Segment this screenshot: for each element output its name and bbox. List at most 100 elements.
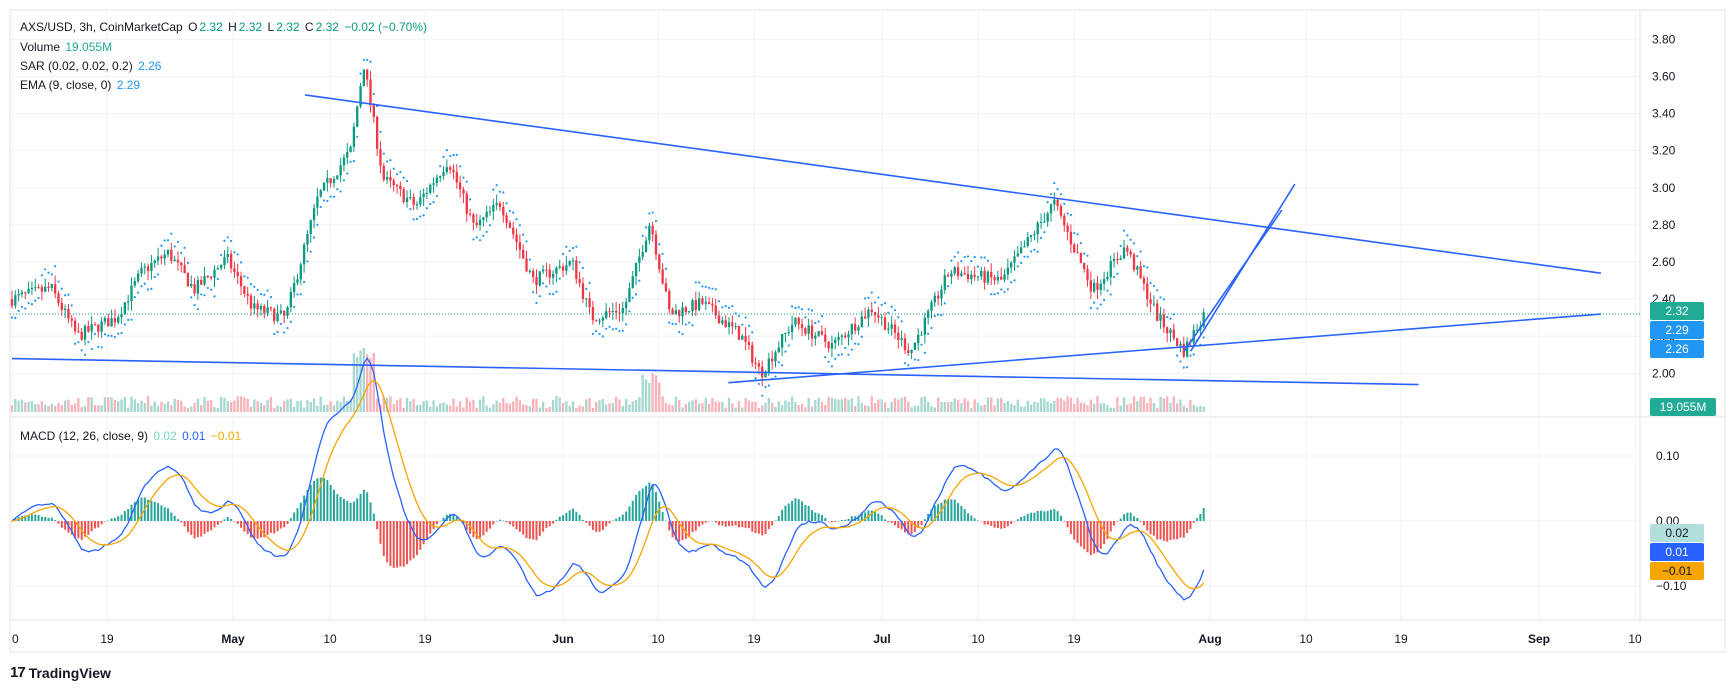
volume-bar (883, 402, 887, 412)
candle-body (1019, 247, 1023, 254)
volume-bar (1066, 396, 1069, 412)
volume-bar (940, 402, 943, 412)
macd-hist-bar (751, 521, 754, 532)
candle-body (117, 317, 120, 323)
macd-hist-bar (425, 521, 428, 540)
candle-body (1102, 279, 1106, 284)
candle-body (824, 334, 827, 342)
volume-bar (60, 405, 63, 412)
volume-bar (73, 403, 77, 412)
sar-dot (990, 293, 993, 296)
macd-hist-bar (691, 521, 694, 533)
volume-bar (688, 401, 691, 412)
change-value: −0.02 (−0.70%) (344, 20, 427, 34)
volume-bar (903, 396, 907, 412)
volume-bar (1152, 403, 1156, 412)
macd-hist-bar (326, 479, 329, 521)
tradingview-brand[interactable]: 17 TradingView (10, 664, 111, 681)
macd-hist-bar (1172, 521, 1175, 540)
volume-bar (399, 398, 402, 412)
candle-body (747, 341, 751, 345)
macd-hist-bar (518, 521, 521, 532)
candle-body (190, 284, 193, 287)
candle-body (1139, 266, 1142, 279)
chart-frame (9, 9, 1726, 653)
symbol-title[interactable]: AXS/USD, 3h, CoinMarketCap (20, 20, 183, 34)
candle-body (213, 269, 216, 278)
macd-legend[interactable]: MACD (12, 26, close, 9) 0.02 0.01 −0.01 (20, 428, 243, 444)
macd-hist-bar (591, 521, 594, 531)
volume-bar (263, 405, 266, 412)
volume-bar (422, 401, 425, 412)
open-value: 2.32 (199, 20, 223, 34)
candle-body (93, 324, 97, 326)
macd-hist-bar (1113, 521, 1116, 526)
candle-body (498, 203, 502, 208)
candle-body (837, 336, 840, 340)
macd-hist-bar (654, 491, 657, 521)
macd-hist-bar (1116, 521, 1119, 522)
volume-bar (173, 398, 176, 412)
candle-body (97, 324, 100, 332)
candle-body (342, 157, 346, 166)
volume-bar (654, 375, 658, 412)
macd-hist-bar (947, 499, 950, 521)
volume-bar (80, 407, 83, 412)
sar-dot (130, 318, 133, 321)
macd-hist-bar (1156, 521, 1159, 540)
candle-body (166, 249, 170, 255)
volume-bar (624, 399, 628, 412)
sar-dot (299, 293, 302, 296)
candle-body (243, 286, 246, 294)
volume-bar (827, 396, 830, 412)
sar-dot (658, 243, 661, 246)
trendline-drawings[interactable] (11, 94, 1602, 386)
volume-bar (634, 399, 638, 412)
sar-dot (117, 332, 120, 335)
volume-bar (203, 396, 206, 412)
candle-body (372, 105, 375, 117)
macd-hist-bar (1099, 521, 1102, 549)
sar-legend[interactable]: SAR (0.02, 0.02, 0.2) 2.26 (20, 58, 163, 74)
volume-bar (299, 400, 302, 412)
volume-bar (322, 404, 326, 412)
volume-bar (160, 401, 163, 412)
volume-bar (631, 401, 634, 412)
sar-dot (1036, 250, 1039, 253)
volume-bar (571, 401, 575, 412)
macd-hist-bar (1086, 521, 1089, 553)
sar-dot (339, 190, 342, 193)
candle-body (286, 307, 289, 316)
time-axis[interactable]: 0 19 May 10 19 Jun 10 19 Jul 10 19 Aug 10 19 Sep 10 (12, 632, 1642, 646)
sar-dot (415, 217, 419, 221)
ema-legend[interactable]: EMA (9, close, 0) 2.29 (20, 77, 142, 93)
candle-body (412, 196, 415, 206)
macd-hist-bar (422, 521, 425, 545)
sar-dot (409, 207, 412, 211)
sar-dot (505, 202, 508, 205)
candle-body (289, 292, 292, 308)
macd-hist-bar (1123, 514, 1126, 521)
volume-bar (412, 398, 415, 412)
volume-bar (465, 397, 468, 412)
candle-body (127, 301, 130, 303)
macd-hist-bar (1006, 521, 1009, 527)
sar-dot (359, 72, 362, 75)
sar-dot (213, 295, 216, 298)
volume-bar (1003, 402, 1006, 412)
volume-bar (807, 397, 810, 412)
volume-bar (910, 407, 913, 412)
candle-body (1023, 246, 1026, 248)
macd-hist-bar (681, 521, 684, 540)
macd-hist-bar (11, 521, 13, 522)
volume-legend[interactable]: Volume 19.055M (20, 39, 114, 55)
macd-hist-bar (840, 519, 843, 521)
sar-dot (392, 167, 395, 170)
volume-bar (292, 406, 296, 412)
candle-body (601, 317, 605, 321)
volume-bar (1063, 400, 1066, 412)
macd-hist-bar (359, 493, 362, 521)
volume-bar (1189, 399, 1192, 412)
volume-bar (618, 399, 621, 412)
